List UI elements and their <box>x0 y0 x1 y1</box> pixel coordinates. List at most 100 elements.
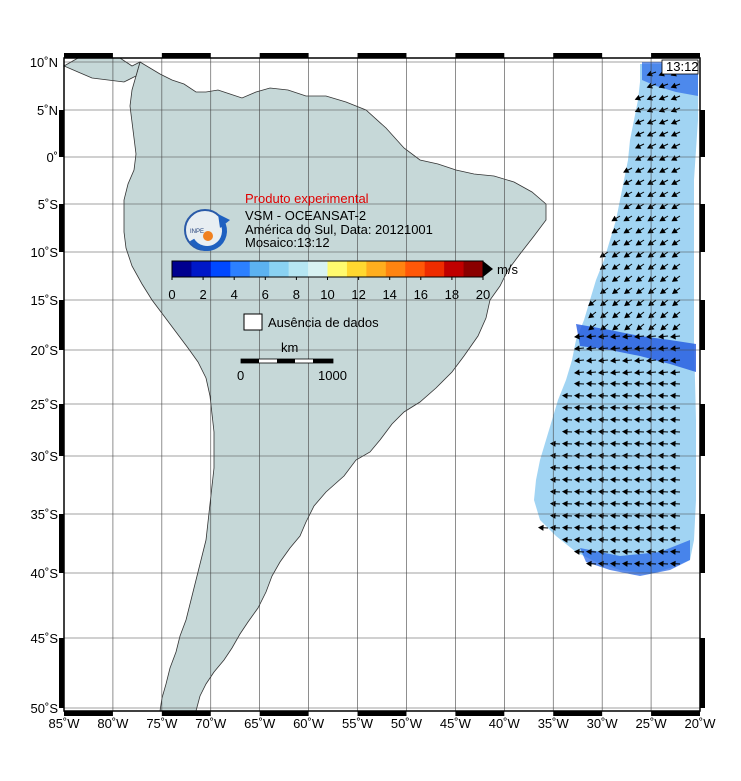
wind-arrow-head <box>669 476 676 483</box>
frame-bar <box>59 110 64 157</box>
wind-arrow-head <box>561 464 568 471</box>
wind-arrow-head <box>669 380 676 387</box>
south-america-landmass <box>123 61 547 712</box>
wind-arrow-head <box>599 276 607 282</box>
wind-arrow-head <box>621 380 628 387</box>
wind-arrow-head <box>635 155 642 161</box>
colorbar-segment <box>327 261 348 277</box>
wind-arrow-head <box>633 536 640 543</box>
wind-arrow-head <box>669 416 676 423</box>
wind-arrow-head <box>586 357 592 364</box>
wind-arrow-head <box>561 536 568 543</box>
frame-bar <box>455 711 505 716</box>
wind-arrow-head <box>621 392 628 399</box>
frame-bar <box>553 711 603 716</box>
colorbar-tick-label: 20 <box>476 287 490 302</box>
lat-label: 0˚ <box>46 150 58 165</box>
colorbar-tick-label: 6 <box>262 287 269 302</box>
wind-arrow-head <box>585 524 592 531</box>
wind-arrow-head <box>635 179 642 185</box>
wind-arrow-head <box>659 251 666 258</box>
wind-arrow-head <box>621 548 628 555</box>
wind-arrow-head <box>609 548 616 555</box>
wind-arrow-head <box>588 312 595 319</box>
wind-arrow-head <box>633 488 640 495</box>
wind-arrow-head <box>634 119 642 125</box>
wind-arrow-head <box>585 512 592 519</box>
longitude-labels: 85˚W 80˚W 75˚W 70˚W 65˚W 60˚W 55˚W 50˚W 45˚W 40˚W… <box>48 716 716 731</box>
wind-arrow-head <box>659 179 666 185</box>
colorbar-segment <box>269 261 290 277</box>
colorbar-tick-labels: 0 2 4 6 8 10 12 14 16 18 20 <box>168 277 490 302</box>
frame-bar <box>700 110 705 157</box>
colorbar-segment <box>463 261 484 277</box>
frame-tick-bars <box>59 53 705 716</box>
wind-arrow-head <box>658 143 666 149</box>
wind-swath-strong-south <box>580 540 690 576</box>
wind-arrow-head <box>585 500 592 507</box>
wind-arrow-head <box>670 82 677 89</box>
wind-arrow-head <box>624 312 631 319</box>
colorbar-segment <box>249 261 270 277</box>
wind-arrow-head <box>657 428 664 435</box>
wind-arrow-head <box>622 333 628 340</box>
wind-arrow-head <box>671 227 678 234</box>
wind-arrow-head <box>609 464 616 471</box>
wind-arrow-head <box>561 428 568 435</box>
no-data-swatch <box>243 313 263 331</box>
wind-arrow-head <box>659 215 666 222</box>
legend-line-2: América do Sul, Data: 20121001 <box>245 222 433 237</box>
colorbar-segment <box>210 261 231 277</box>
frame-bar <box>59 514 64 573</box>
wind-arrow-head <box>657 392 664 399</box>
wind-arrow-head <box>669 512 676 519</box>
wind-arrow-head <box>561 500 568 507</box>
latitude-labels: 10˚N 5˚N 0˚ 5˚S 10˚S 15˚S 20˚S 25˚S 30˚S 35˚S 40˚S… <box>30 55 59 716</box>
colorbar-tick-label: 18 <box>445 287 459 302</box>
wind-arrow-head <box>660 324 667 331</box>
wind-arrow-head <box>621 524 628 531</box>
wind-arrow-head <box>623 288 631 295</box>
colorbar-segment <box>346 261 367 277</box>
wind-arrow-head <box>669 536 676 543</box>
wind-arrow-head <box>612 324 619 331</box>
wind-arrow-head <box>573 512 580 519</box>
wind-arrow-head <box>672 324 679 331</box>
wind-arrow-head <box>633 416 640 423</box>
lat-label: 35˚S <box>31 507 59 522</box>
wind-arrow-head <box>599 251 606 258</box>
colorbar-tick-label: 8 <box>293 287 300 302</box>
frame-bar <box>64 711 113 716</box>
lat-label: 10˚S <box>31 245 59 260</box>
wind-arrow-head <box>561 416 568 423</box>
lon-label: 35˚W <box>538 716 570 731</box>
graticule <box>64 58 700 711</box>
colorbar-unit: m/s <box>497 262 518 277</box>
wind-arrow-head <box>633 500 640 507</box>
wind-arrow-head <box>609 512 616 519</box>
wind-arrow-head <box>635 288 643 295</box>
wind-arrow-head <box>573 440 580 447</box>
wind-arrow-head <box>621 428 628 435</box>
wind-arrow-head <box>659 288 667 295</box>
wind-arrow-head <box>634 369 640 376</box>
wind-arrow-head <box>585 488 592 495</box>
lat-label: 15˚S <box>31 293 59 308</box>
colorbar-segment <box>230 261 251 277</box>
wind-arrow-head <box>657 524 664 531</box>
lon-label: 65˚W <box>244 716 276 731</box>
wind-arrow-head <box>624 300 631 307</box>
wind-arrow-head <box>621 488 628 495</box>
wind-arrow-head <box>635 251 642 258</box>
wind-arrow-head <box>537 524 544 531</box>
wind-arrow-head <box>585 464 592 471</box>
lon-label: 30˚W <box>587 716 619 731</box>
wind-arrow-head <box>657 536 664 543</box>
lon-label: 60˚W <box>293 716 325 731</box>
wind-arrow-head <box>561 524 568 531</box>
wind-arrow-head <box>658 333 664 340</box>
wind-arrow-head <box>586 333 592 340</box>
wind-arrow-head <box>658 131 666 137</box>
wind-arrow-head <box>657 404 664 411</box>
colorbar-segment <box>366 261 387 277</box>
